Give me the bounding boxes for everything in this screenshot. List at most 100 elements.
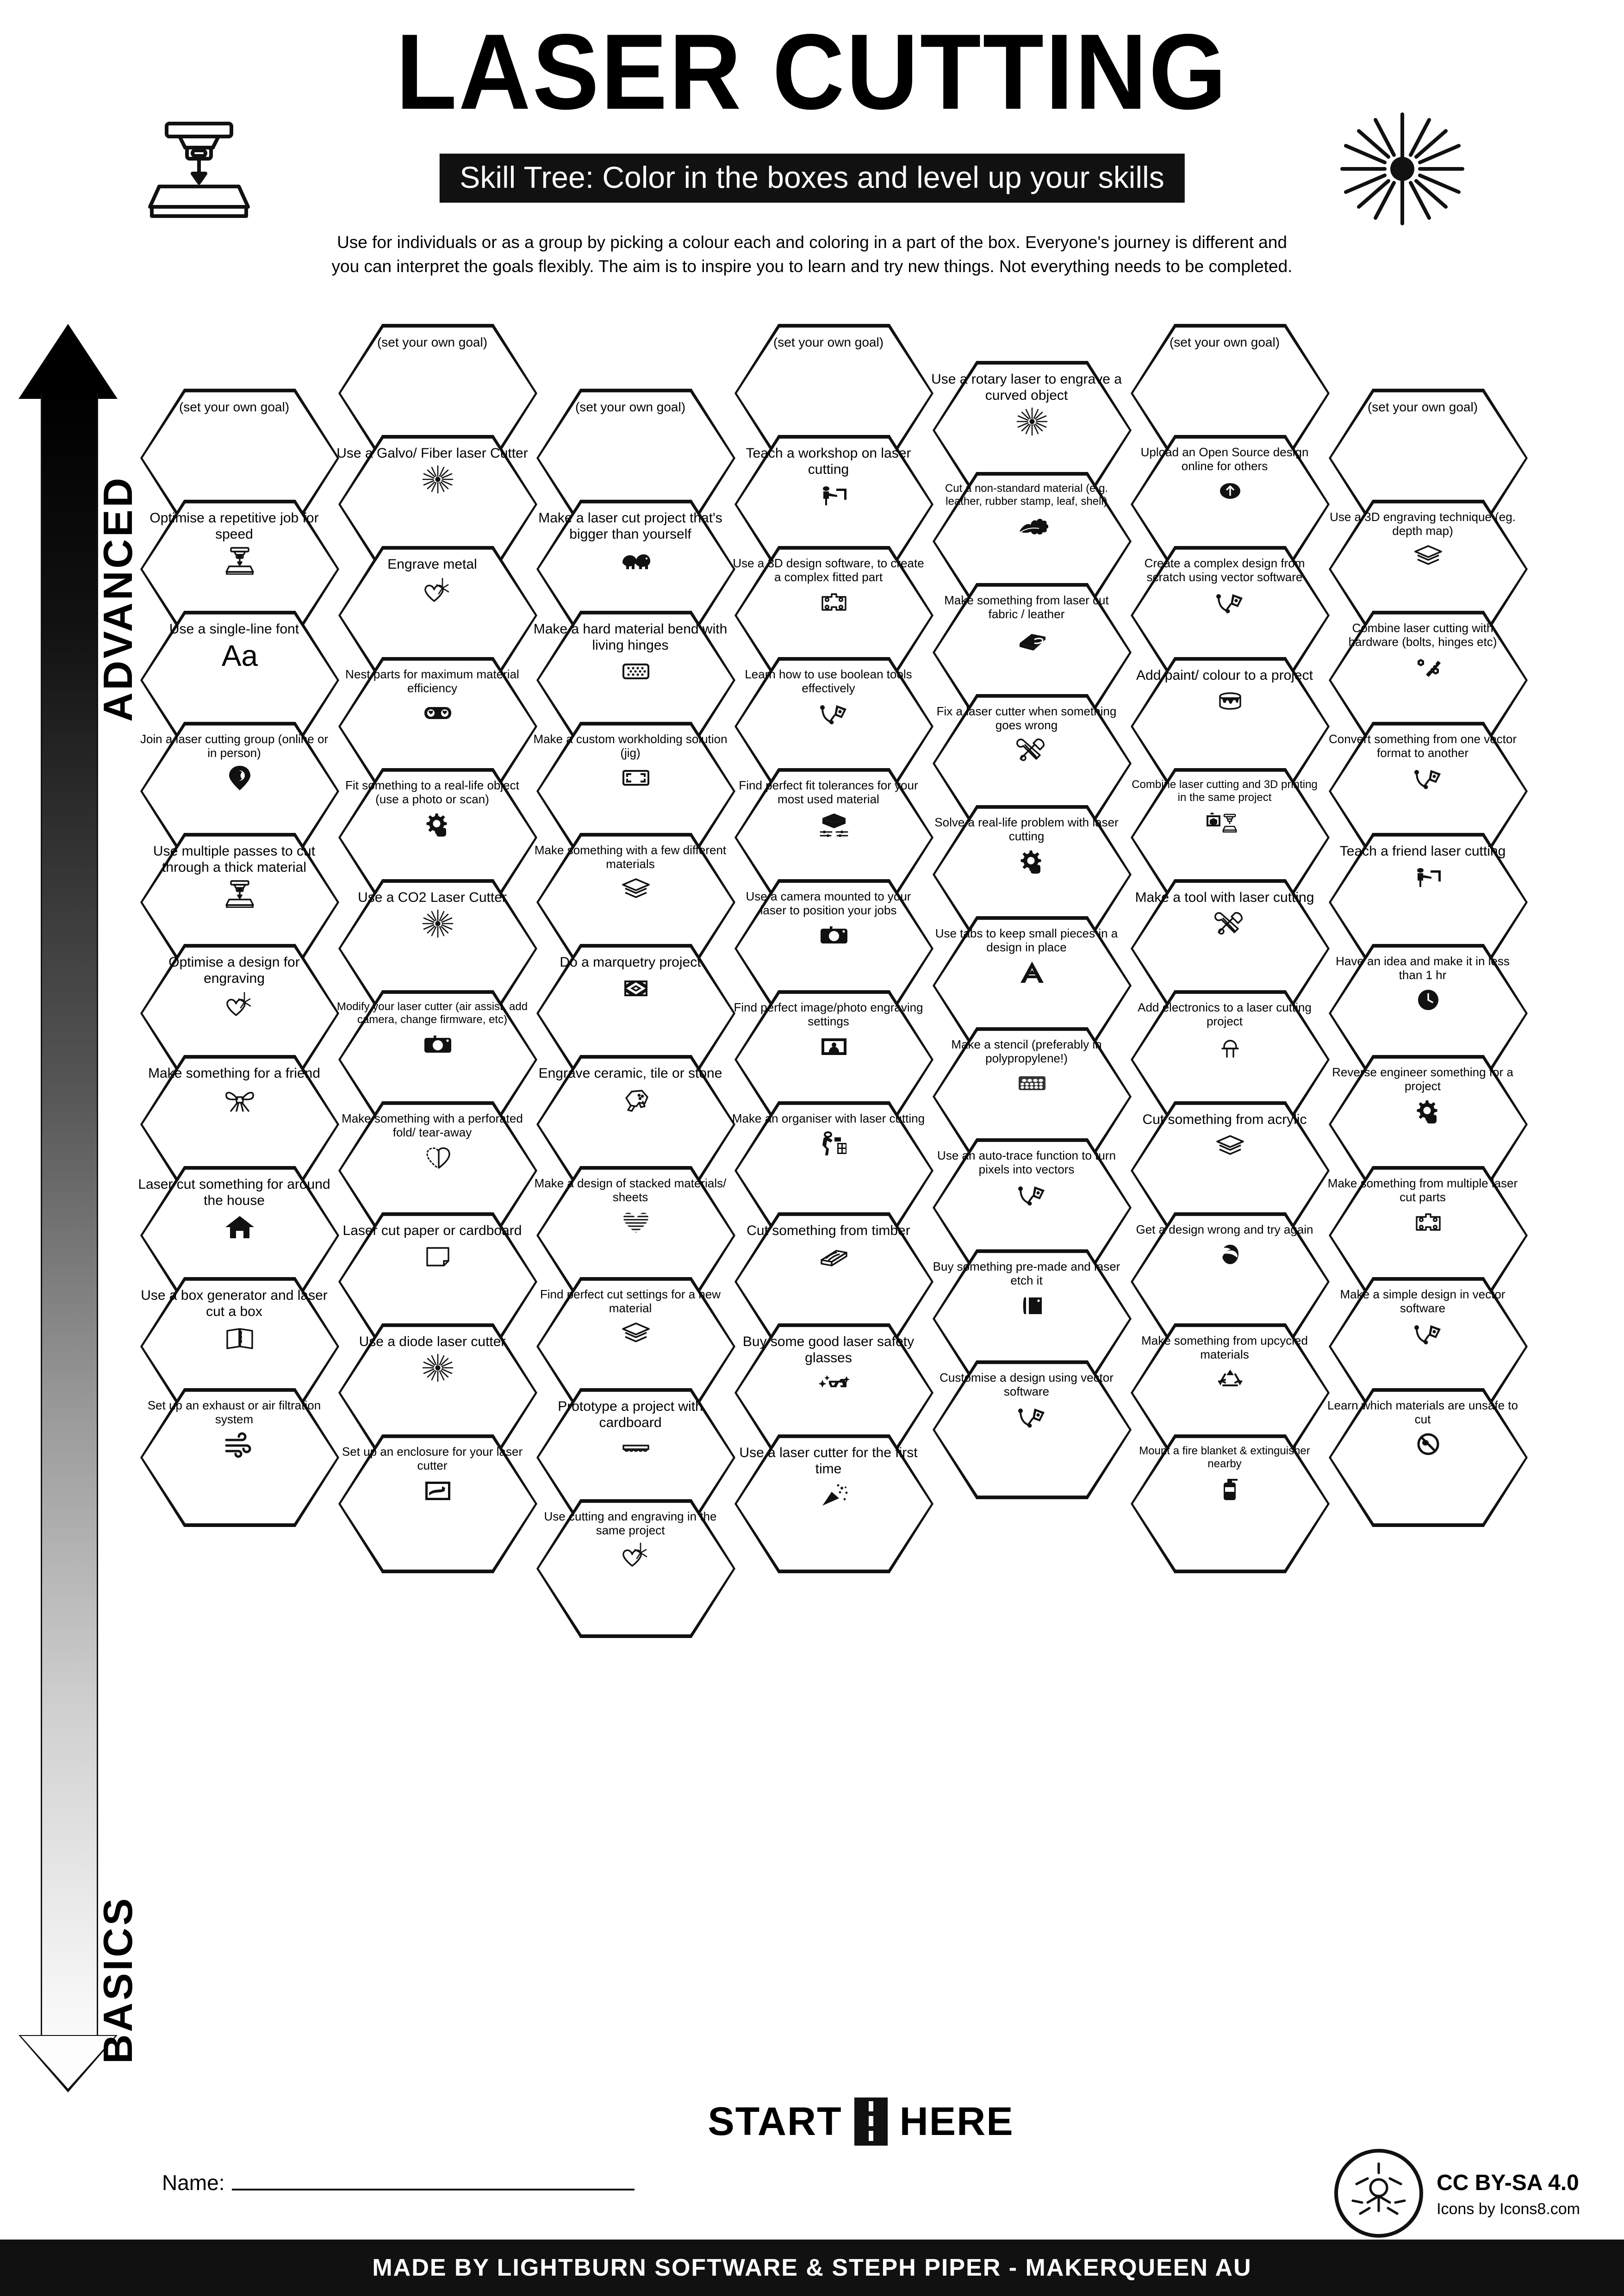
- hex-content: Combine laser cutting and 3D printing in…: [1132, 778, 1318, 900]
- skill-hex-c5-r10[interactable]: Customise a design using vector software: [933, 1360, 1132, 1499]
- gift-bow-icon: [224, 1085, 256, 1114]
- skill-hex-c2-r5[interactable]: Fit something to a real-life object (use…: [338, 768, 537, 907]
- skill-label: (set your own goal): [179, 400, 290, 414]
- hex-content: Use a rotary laser to engrave a curved o…: [931, 371, 1122, 493]
- skill-label: Make an organiser with laser cutting: [732, 1111, 925, 1125]
- jig-brackets-icon: [620, 763, 652, 792]
- hex-content: Optimise a repetitive job for speed: [149, 510, 326, 632]
- skill-hex-c2-r10[interactable]: Use a diode laser cutter: [338, 1323, 537, 1462]
- skill-label: Make something from laser cut fabric / l…: [944, 593, 1109, 621]
- hex-content: Use an auto-trace function to turn pixel…: [937, 1148, 1119, 1271]
- hex-content: Customise a design using vector software: [940, 1371, 1119, 1493]
- skill-hex-c6-r10[interactable]: Make something from upcycled materials: [1131, 1323, 1330, 1462]
- skill-hex-c6-r7[interactable]: Add electronics to a laser cutting proje…: [1131, 990, 1330, 1129]
- skill-label: Make a laser cut project that's bigger t…: [538, 510, 722, 542]
- skill-label: Use tabs to keep small pieces in a desig…: [935, 926, 1118, 954]
- footer-text: MADE BY LIGHTBURN SOFTWARE & STEPH PIPER…: [372, 2254, 1252, 2281]
- hex-content: Fit something to a real-life object (use…: [345, 778, 524, 900]
- fitted-part-icon: [1412, 1208, 1444, 1236]
- skill-hex-c3-r3[interactable]: Make a hard material bend with living hi…: [534, 611, 735, 750]
- skill-hex-c1-r10[interactable]: Set up an exhaust or air filtration syst…: [140, 1388, 339, 1527]
- skill-label: Use a single-line font: [169, 621, 299, 637]
- skill-label: Fix a laser cutter when something goes w…: [936, 704, 1117, 732]
- skill-hex-c4-r11[interactable]: Use a laser cutter for the first time: [734, 1434, 933, 1573]
- name-input-rule[interactable]: [232, 2189, 635, 2191]
- skill-label: Optimise a design for engraving: [168, 955, 300, 986]
- laser-cutter-icon: [224, 546, 256, 575]
- skill-hex-c7-r10[interactable]: Learn which materials are unsafe to cut: [1327, 1388, 1528, 1527]
- poster-header: LASER CUTTING Skill Tree: Color in the b…: [0, 0, 1624, 296]
- hex-content: Use a Galvo/ Fiber laser Cutter: [336, 445, 528, 567]
- hex-fill: [1133, 1438, 1327, 1570]
- hex-fill: [539, 1502, 733, 1635]
- skill-hex-c6-r8[interactable]: Cut something from acrylic: [1131, 1101, 1330, 1240]
- hex-content: Use a laser cutter for the first time: [739, 1445, 921, 1567]
- skill-label: Engrave metal: [387, 557, 477, 572]
- skill-label: Create a complex design from scratch usi…: [1144, 556, 1305, 584]
- skill-hex-c3-r1[interactable]: (set your own goal): [536, 389, 735, 527]
- hex-content: Fix a laser cutter when something goes w…: [937, 704, 1119, 826]
- aa-text-icon: Aa: [221, 639, 258, 672]
- tag-icon: [1016, 1291, 1048, 1320]
- name-label: Name:: [162, 2171, 225, 2195]
- name-field[interactable]: Name:: [162, 2170, 635, 2195]
- skill-hex-c2-r2[interactable]: Use a Galvo/ Fiber laser Cutter: [336, 435, 537, 574]
- hex-content: Buy something pre-made and laser etch it: [933, 1260, 1120, 1382]
- laser-burst-icon: [422, 909, 454, 938]
- paint-bucket-icon: [1214, 687, 1246, 716]
- skill-hex-c7-r7[interactable]: Reverse engineer something for a project: [1329, 1055, 1528, 1194]
- skill-hex-c5-r6[interactable]: Use tabs to keep small pieces in a desig…: [933, 916, 1132, 1055]
- skill-hex-c6-r9[interactable]: Get a design wrong and try again: [1131, 1212, 1330, 1351]
- skill-label: Cut something from acrylic: [1142, 1112, 1307, 1127]
- skill-hex-c2-r11[interactable]: Set up an enclosure for your laser cutte…: [338, 1434, 537, 1573]
- skill-hex-c4-r2[interactable]: Teach a workshop on laser cutting: [734, 435, 933, 574]
- skill-label: Use a CO2 Laser Cutter: [358, 890, 507, 905]
- gear-hand-icon: [1412, 1097, 1444, 1125]
- perforated-heart-icon: [422, 1143, 454, 1172]
- hex-content: Make something from upcycled materials: [1141, 1334, 1317, 1456]
- skill-label: Find perfect fit tolerances for your mos…: [739, 778, 918, 806]
- hex-content: Buy some good laser safety glasses: [743, 1334, 921, 1456]
- skill-label: Use a 3D design software, to create a co…: [733, 556, 924, 584]
- recycle-icon: [1214, 1365, 1246, 1394]
- hex-content: Get a design wrong and try again: [1136, 1222, 1317, 1345]
- skill-label: Use a Galvo/ Fiber laser Cutter: [336, 446, 528, 461]
- skill-label: Combine laser cutting and 3D printing in…: [1132, 778, 1318, 804]
- hex-content: Add paint/ colour to a project: [1136, 667, 1317, 789]
- teacher-icon: [1412, 863, 1444, 892]
- hex-content: Cut something from acrylic: [1142, 1111, 1317, 1234]
- hex-content: Find perfect cut settings for a new mate…: [540, 1287, 722, 1409]
- skill-hex-c4-r3[interactable]: Use a 3D design software, to create a co…: [733, 546, 933, 685]
- skill-hex-c7-r4[interactable]: Convert something from one vector format…: [1329, 722, 1528, 861]
- hex-fill: [143, 1391, 337, 1524]
- hex-content: Use cutting and engraving in the same pr…: [544, 1509, 722, 1632]
- laser-3dprint-icon: [1205, 808, 1256, 837]
- stencil-icon: [1016, 1069, 1048, 1098]
- skill-label: Make something from multiple laser cut p…: [1327, 1176, 1518, 1204]
- camera-icon: [818, 921, 850, 949]
- skill-label: Use a 3D engraving technique (eg. depth …: [1330, 510, 1516, 538]
- fitted-part-icon: [818, 588, 850, 616]
- skill-hex-c7-r2[interactable]: Use a 3D engraving technique (eg. depth …: [1329, 500, 1528, 639]
- skill-label: Solve a real-life problem with laser cut…: [934, 815, 1119, 843]
- hex-content: Learn how to use boolean tools effective…: [745, 667, 921, 789]
- hex-content: Make something from multiple laser cut p…: [1328, 1176, 1518, 1298]
- skill-hex-c3-r11[interactable]: Use cutting and engraving in the same pr…: [536, 1499, 735, 1638]
- no-entry-icon: [1412, 1430, 1444, 1458]
- heart-engrave-icon: [224, 990, 256, 1019]
- pen-tool-icon: [1016, 1402, 1048, 1431]
- hex-content: Do a marquetry project: [549, 954, 722, 1076]
- skill-label: Buy some good laser safety glasses: [742, 1334, 915, 1365]
- skill-label: (set your own goal): [1367, 400, 1478, 414]
- hex-content: Convert something from one vector format…: [1329, 732, 1517, 854]
- layers-icon: [1214, 1131, 1246, 1160]
- skill-hex-c6-r11[interactable]: Mount a fire blanket & extinguisher near…: [1131, 1434, 1330, 1573]
- corrugated-icon: [620, 1434, 652, 1463]
- skill-hex-c5-r3[interactable]: Make something from laser cut fabric / l…: [933, 583, 1132, 722]
- pen-tool-icon: [1412, 1319, 1444, 1347]
- tools-icon: [1016, 736, 1048, 764]
- hex-content: Make something for a friend: [148, 1065, 326, 1187]
- rail-arrow-up: [19, 324, 118, 399]
- hex-content: Make a custom workholding solution (jig): [533, 732, 728, 854]
- pen-tool-icon: [818, 699, 850, 727]
